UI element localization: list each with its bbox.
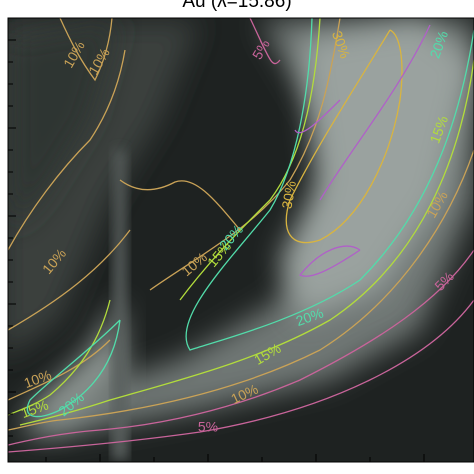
plot-frame (7, 17, 474, 463)
contour-line (294, 99, 341, 134)
contour-label: 30% (278, 180, 299, 210)
contour-line (298, 245, 361, 277)
contour-line (185, 18, 474, 351)
heatmap: 10%10%10% 10%10%10%10%5%5%5%30%30%20%20%2… (8, 18, 474, 462)
contour-line (179, 18, 321, 301)
chart-title: Au (λ=15.86) (182, 0, 291, 12)
axis-ticks (8, 39, 425, 462)
contour-line (8, 249, 474, 446)
contour-line (149, 18, 341, 291)
contour-line (8, 49, 126, 251)
contour-line (285, 29, 403, 244)
contour-line (249, 18, 281, 65)
contour-line (319, 24, 431, 201)
contour-line (19, 59, 474, 426)
contour-line (8, 299, 474, 453)
contour-line (8, 229, 131, 331)
contour-line (26, 319, 121, 418)
contour-line (59, 18, 113, 82)
contour-line (8, 299, 111, 416)
contour-line (119, 179, 241, 231)
contour-line (8, 339, 111, 401)
contour-line (8, 149, 474, 431)
contour-label: 5% (198, 419, 218, 435)
